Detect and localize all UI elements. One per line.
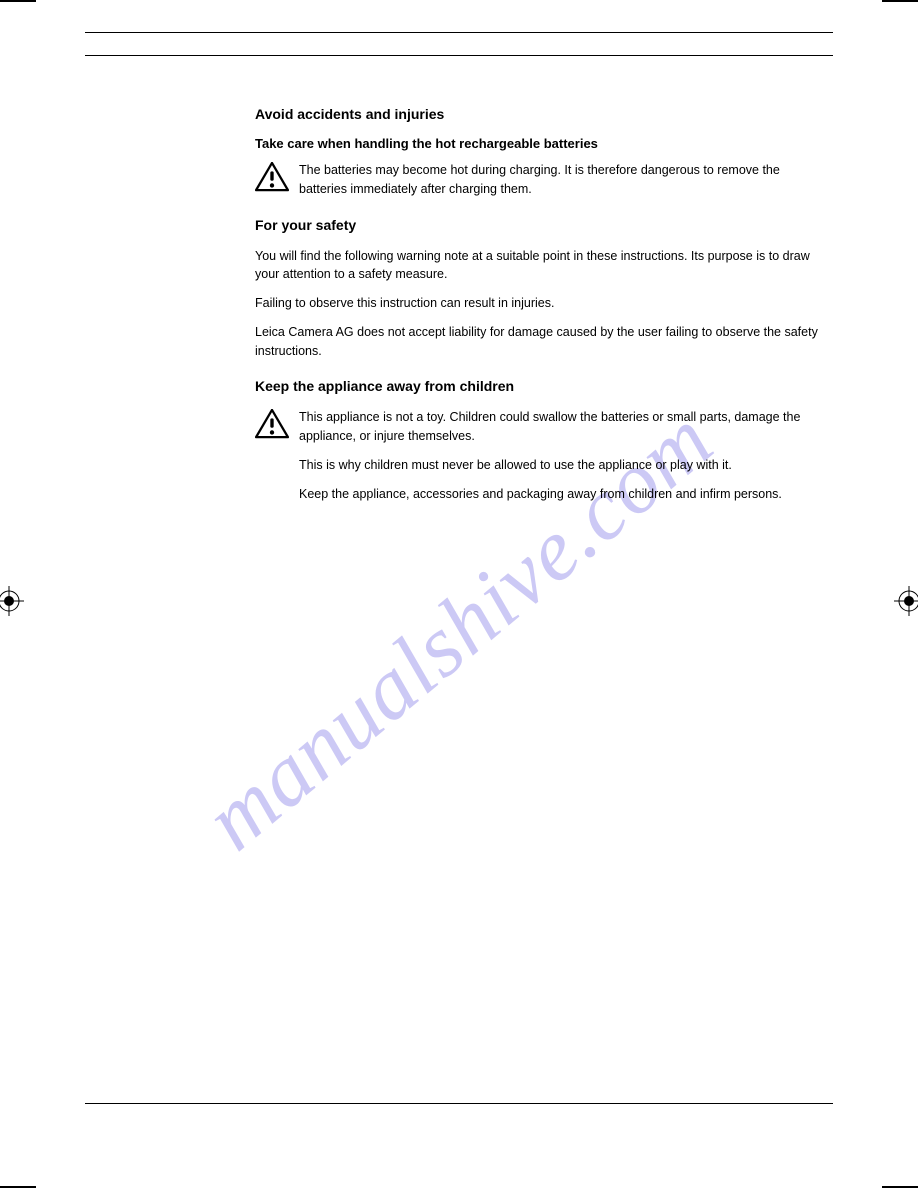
body-text: Keep the appliance, accessories and pack…	[299, 485, 830, 504]
warning-icon	[255, 162, 289, 197]
divider-line	[85, 1103, 833, 1104]
page-content: Avoid accidents and injuries Take care w…	[85, 32, 833, 521]
body-text: Failing to observe this instruction can …	[255, 294, 830, 313]
body-text: This appliance is not a toy. Children co…	[299, 408, 830, 446]
section-for-your-safety: For your safety You will find the follow…	[255, 217, 830, 361]
warning-row: This appliance is not a toy. Children co…	[255, 408, 830, 446]
registration-mark	[0, 586, 24, 621]
divider-line	[85, 32, 833, 33]
registration-mark	[894, 586, 918, 621]
body-text: Leica Camera AG does not accept liabilit…	[255, 323, 830, 361]
body-text: This is why children must never be allow…	[299, 456, 830, 475]
warning-row: The batteries may become hot during char…	[255, 161, 830, 199]
section-subheading: Take care when handling the hot recharge…	[255, 136, 830, 151]
section-avoid-accidents: Avoid accidents and injuries Take care w…	[255, 106, 830, 199]
body-text: You will find the following warning note…	[255, 247, 830, 285]
crop-mark	[882, 0, 918, 2]
section-heading: Avoid accidents and injuries	[255, 106, 830, 122]
divider-line	[85, 55, 833, 56]
body-column: Avoid accidents and injuries Take care w…	[255, 106, 830, 503]
crop-mark	[0, 0, 36, 2]
section-heading: For your safety	[255, 217, 830, 233]
section-keep-away-children: Keep the appliance away from children Th…	[255, 378, 830, 503]
warning-icon	[255, 409, 289, 444]
section-heading: Keep the appliance away from children	[255, 378, 830, 394]
body-text: The batteries may become hot during char…	[299, 161, 830, 199]
